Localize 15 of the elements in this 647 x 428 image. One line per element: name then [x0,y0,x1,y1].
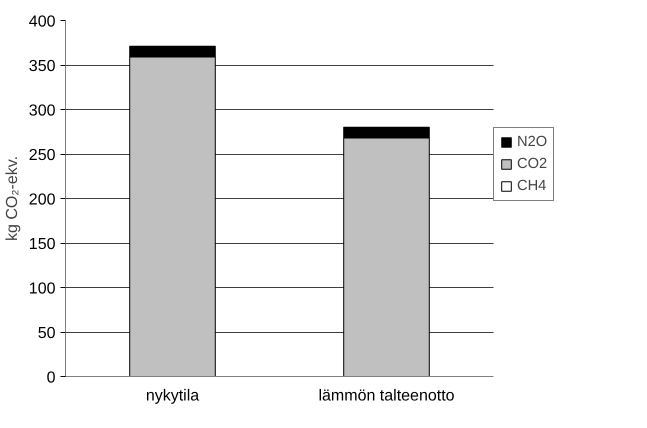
y-tick-label: 100 [28,280,56,298]
legend-label: CO2 [517,156,548,172]
y-tick-label: 200 [28,192,56,208]
y-tick-label: 0 [46,370,56,386]
y-tick-label: 400 [28,14,56,30]
y-axis-title: kg CO₂-ekv. [4,156,21,242]
legend-label: N2O [517,134,548,150]
x-tick-label: nykytila [146,388,200,404]
y-tick-label: 150 [28,236,56,253]
x-tick-label: lämmön talteenotto [318,388,455,404]
legend-label: CH4 [517,178,546,194]
y-tick-label: 250 [28,147,56,164]
y-tick-label: 50 [38,325,56,342]
y-tick-label: 350 [28,58,56,75]
y-tick-label: 300 [28,102,56,120]
